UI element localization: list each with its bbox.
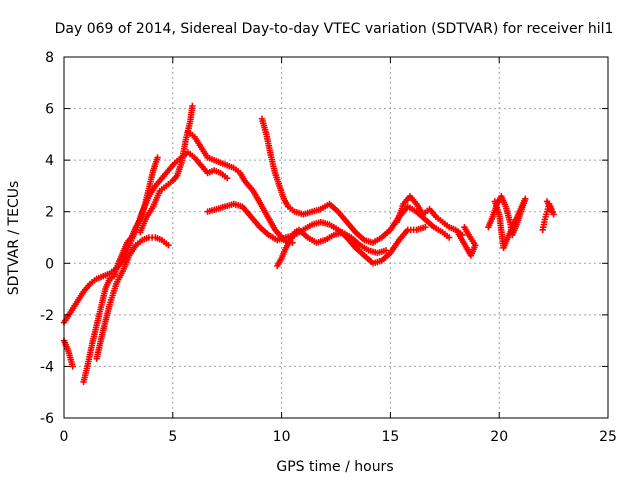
x-tick-label: 25 bbox=[599, 429, 617, 445]
data-point bbox=[154, 154, 161, 161]
y-tick-label: 4 bbox=[45, 153, 54, 169]
data-point bbox=[491, 198, 499, 205]
y-tick-label: 6 bbox=[45, 102, 54, 118]
series-track-d bbox=[93, 234, 172, 362]
series-track-c bbox=[80, 154, 161, 386]
data-point bbox=[69, 363, 76, 370]
series-track-e bbox=[136, 102, 196, 236]
series-track-i bbox=[274, 226, 390, 270]
series-track-k bbox=[454, 223, 479, 259]
series-track-g bbox=[204, 200, 429, 267]
data-point bbox=[382, 247, 390, 254]
grid bbox=[64, 57, 608, 418]
series-track-m bbox=[539, 198, 557, 233]
x-axis-label: GPS time / hours bbox=[276, 459, 393, 475]
y-tick-label: -2 bbox=[40, 308, 54, 324]
data-point bbox=[189, 102, 196, 110]
series-track-h bbox=[258, 115, 453, 246]
y-tick-label: -6 bbox=[40, 411, 54, 427]
y-tick-label: 0 bbox=[45, 256, 54, 272]
data-point bbox=[445, 234, 453, 241]
y-axis-label: SDTVAR / TECUs bbox=[6, 181, 22, 296]
data-point bbox=[165, 242, 172, 249]
y-axis: -6 -4 -2 0 2 4 6 8 bbox=[40, 50, 608, 427]
y-tick-label: 2 bbox=[45, 205, 54, 221]
chart-title: Day 069 of 2014, Sidereal Day-to-day VTE… bbox=[55, 21, 614, 37]
x-tick-label: 5 bbox=[168, 429, 177, 445]
data-point bbox=[224, 174, 231, 182]
series-track-l bbox=[485, 193, 529, 252]
series-track-b bbox=[60, 337, 76, 370]
x-tick-label: 20 bbox=[490, 429, 508, 445]
data-point bbox=[422, 223, 429, 231]
series-track-a bbox=[60, 149, 231, 326]
x-tick-label: 15 bbox=[381, 429, 399, 445]
y-tick-label: 8 bbox=[45, 50, 54, 66]
plot-frame bbox=[63, 56, 609, 419]
x-tick-label: 10 bbox=[273, 429, 291, 445]
y-tick-label: -4 bbox=[40, 359, 54, 375]
x-axis: 0 5 10 15 20 25 bbox=[60, 57, 617, 445]
x-tick-label: 0 bbox=[60, 429, 69, 445]
data-point bbox=[461, 223, 468, 231]
series-track-f bbox=[184, 128, 296, 246]
data-points bbox=[60, 102, 557, 386]
data-point bbox=[543, 198, 551, 205]
